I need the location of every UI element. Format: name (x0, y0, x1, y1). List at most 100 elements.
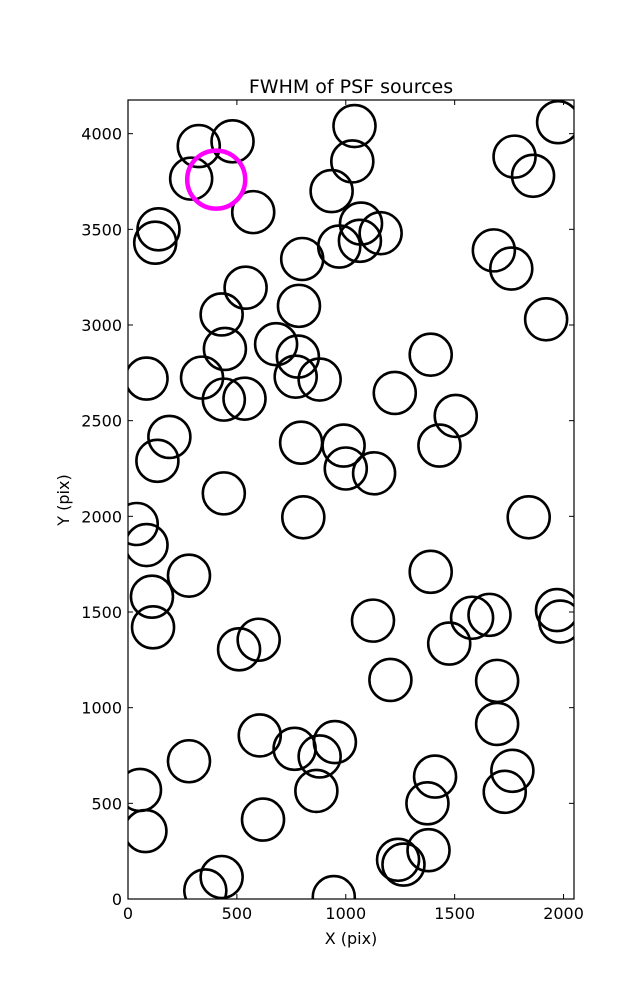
highlight-marker-0 (184, 148, 248, 211)
source-marker-29 (273, 354, 318, 399)
source-marker-34 (433, 393, 479, 439)
source-marker-17 (471, 228, 517, 273)
source-marker-58 (426, 621, 472, 666)
source-marker-1 (210, 119, 255, 164)
source-marker-71 (482, 769, 528, 815)
y-tick-label-0: 0 (112, 890, 122, 909)
source-marker-56 (236, 617, 281, 663)
source-marker-4 (132, 220, 178, 266)
source-marker-63 (272, 726, 317, 772)
source-marker-75 (406, 827, 451, 873)
source-marker-5 (230, 189, 276, 235)
source-marker-74 (128, 808, 168, 854)
y-tick-label-4: 2000 (81, 507, 122, 526)
source-marker-69 (294, 768, 339, 814)
source-marker-28 (179, 355, 225, 400)
source-marker-51 (467, 592, 512, 638)
source-marker-54 (130, 605, 176, 650)
x-axis-label: X (pix) (325, 929, 378, 948)
source-marker-8 (309, 168, 354, 214)
source-marker-79 (183, 868, 228, 899)
source-marker-76 (375, 837, 421, 883)
source-marker-2 (168, 156, 214, 201)
source-marker-67 (490, 748, 535, 794)
source-marker-20 (276, 283, 322, 329)
source-marker-13 (358, 210, 403, 256)
source-marker-9 (535, 100, 574, 145)
source-marker-43 (281, 494, 326, 540)
source-marker-72 (405, 781, 450, 826)
source-marker-11 (510, 153, 556, 199)
source-marker-57 (216, 627, 262, 672)
source-marker-35 (147, 414, 192, 460)
source-marker-70 (412, 754, 458, 799)
x-tick-label-4: 2000 (543, 904, 584, 923)
y-tick-label-8: 4000 (81, 125, 122, 144)
x-tick-label-1: 500 (222, 904, 253, 923)
x-tick-label-2: 1000 (325, 904, 366, 923)
source-marker-16 (279, 236, 325, 282)
source-marker-38 (417, 423, 462, 468)
y-tick-label-6: 3000 (81, 316, 122, 335)
source-marker-40 (323, 446, 369, 491)
source-marker-39 (135, 438, 180, 484)
source-marker-77 (381, 842, 426, 887)
y-axis-label: Y (pix) (54, 474, 73, 526)
source-marker-21 (199, 292, 244, 337)
source-marker-59 (368, 657, 413, 703)
source-marker-73 (240, 797, 286, 842)
source-marker-26 (408, 332, 454, 377)
chart-title: FWHM of PSF sources (249, 76, 453, 98)
source-marker-32 (222, 376, 267, 421)
source-marker-24 (202, 326, 248, 372)
source-marker-41 (351, 450, 397, 496)
y-tick-label-7: 3500 (81, 220, 122, 239)
source-marker-45 (128, 501, 160, 547)
source-marker-18 (488, 246, 534, 291)
x-axis: 0 500 1000 1500 2000 (123, 100, 584, 923)
y-tick-label-5: 2500 (81, 412, 122, 431)
x-tick-label-0: 0 (123, 904, 133, 923)
source-marker-33 (372, 370, 418, 416)
source-marker-62 (237, 713, 283, 758)
source-marker-10 (492, 134, 537, 179)
source-marker-78 (199, 854, 244, 899)
source-marker-44 (506, 494, 552, 540)
y-tick-label-3: 1500 (81, 603, 122, 622)
source-marker-3 (136, 207, 181, 252)
source-marker-31 (201, 377, 247, 422)
source-marker-47 (166, 553, 212, 598)
source-marker-66 (166, 738, 212, 784)
source-marker-36 (278, 420, 324, 465)
source-marker-19 (223, 265, 268, 310)
source-marker-49 (129, 574, 175, 619)
source-marker-50 (449, 595, 495, 641)
source-markers (128, 100, 574, 899)
source-marker-48 (408, 549, 454, 595)
plot-frame (127, 99, 575, 900)
source-marker-80 (311, 874, 357, 899)
source-marker-42 (201, 471, 247, 516)
y-tick-label-2: 1000 (81, 699, 122, 718)
source-marker-30 (297, 357, 342, 402)
y-tick-label-1: 500 (91, 794, 122, 813)
x-tick-label-3: 1500 (434, 904, 475, 923)
source-marker-46 (128, 522, 169, 568)
source-marker-52 (534, 587, 574, 633)
source-marker-27 (128, 356, 169, 401)
source-marker-6 (332, 103, 377, 149)
source-marker-7 (330, 139, 375, 184)
source-marker-65 (312, 719, 358, 765)
source-marker-61 (474, 701, 520, 747)
source-marker-14 (337, 218, 383, 264)
y-axis: 0 500 1000 1500 2000 2500 3000 3500 4000 (81, 125, 574, 909)
source-marker-53 (537, 599, 574, 644)
source-marker-0 (176, 123, 222, 169)
source-marker-22 (523, 296, 569, 342)
source-marker-68 (128, 767, 163, 813)
source-marker-64 (297, 734, 342, 779)
source-marker-60 (474, 658, 520, 704)
source-marker-55 (350, 598, 396, 643)
source-marker-23 (253, 321, 299, 367)
